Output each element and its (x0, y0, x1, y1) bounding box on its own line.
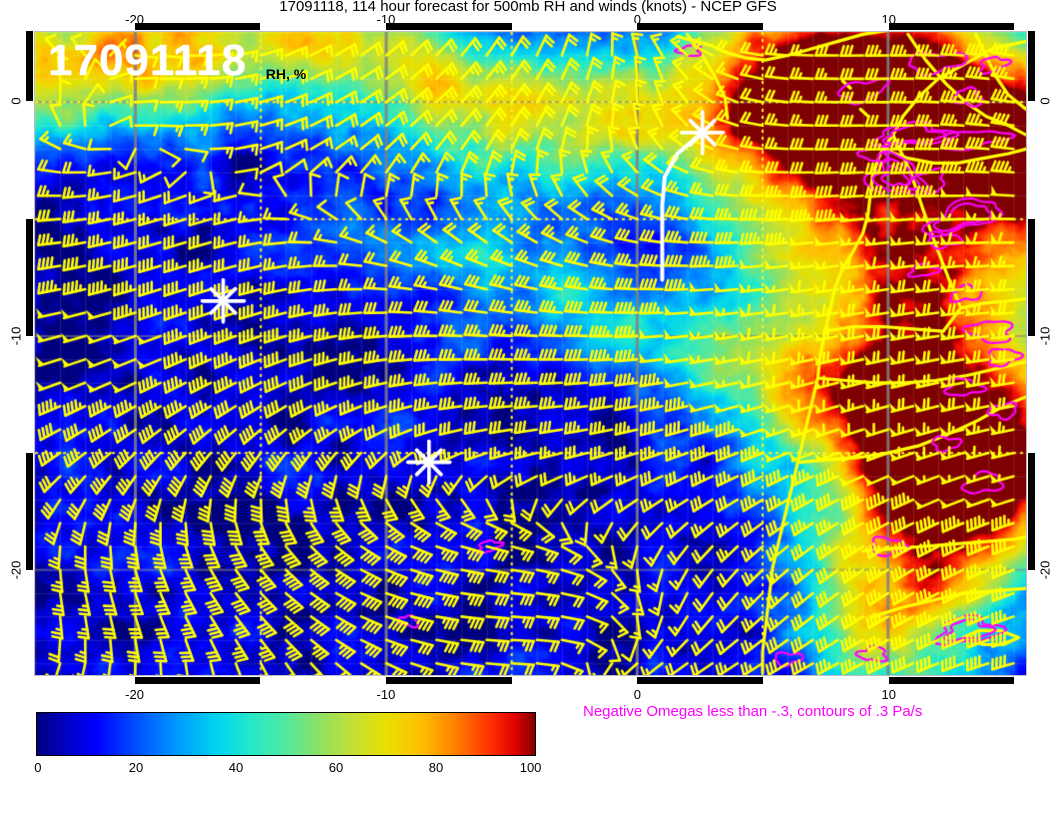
axis-tickbar-bottom (134, 677, 261, 684)
rh-colorbar (36, 712, 536, 756)
colorbar-tick-40: 40 (228, 760, 244, 775)
axis-tickbar-left (26, 453, 33, 571)
axis-tickbar-left (26, 218, 33, 336)
colorbar-group (36, 712, 536, 756)
axis-tickbar-top (888, 23, 1015, 30)
axis-tickbar-top (134, 23, 261, 30)
axis-tickbar-right (1028, 453, 1035, 571)
axis-tick-top-2: 0 (633, 12, 641, 27)
map-plot-area[interactable] (34, 31, 1027, 676)
axis-frame-bottom (34, 677, 1027, 684)
axis-tick-right-2: -20 (1037, 561, 1053, 580)
colorbar-tick-20: 20 (128, 760, 144, 775)
axis-tickbar-bottom (385, 677, 512, 684)
axis-tick-right-0: 0 (1037, 97, 1053, 105)
axis-tick-bottom-3: 10 (881, 687, 896, 702)
axis-tick-left-1: -10 (8, 326, 24, 346)
colorbar-tick-0: 0 (34, 760, 42, 775)
axis-tick-bottom-2: 0 (633, 687, 641, 702)
axis-tickbar-right (1028, 31, 1035, 102)
axis-tick-left-0: 0 (8, 97, 24, 105)
rh-wind-field-canvas (35, 32, 1026, 675)
axis-tickbar-top (385, 23, 512, 30)
axis-frame-right (1028, 31, 1035, 676)
axis-tickbar-right (1028, 218, 1035, 336)
omega-note-text: Negative Omegas less than -.3, contours … (583, 703, 923, 720)
axis-tickbar-top (637, 23, 764, 30)
colorbar-tick-100: 100 (519, 760, 542, 775)
axis-frame-top (34, 23, 1027, 30)
date-stamp-overlay: 17091118 (48, 36, 247, 85)
colorbar-title: RH, % (265, 66, 307, 82)
axis-tickbar-bottom (637, 677, 764, 684)
axis-tickbar-bottom (888, 677, 1015, 684)
axis-tickbar-left (26, 31, 33, 102)
colorbar-tick-80: 80 (428, 760, 444, 775)
colorbar-tick-60: 60 (328, 760, 344, 775)
page-title: 17091118, 114 hour forecast for 500mb RH… (279, 0, 777, 15)
axis-tick-bottom-1: -10 (376, 687, 396, 702)
axis-tick-left-2: -20 (8, 561, 24, 580)
axis-frame-left (26, 31, 33, 676)
axis-tick-right-1: -10 (1037, 326, 1053, 346)
axis-tick-bottom-0: -20 (125, 687, 144, 702)
